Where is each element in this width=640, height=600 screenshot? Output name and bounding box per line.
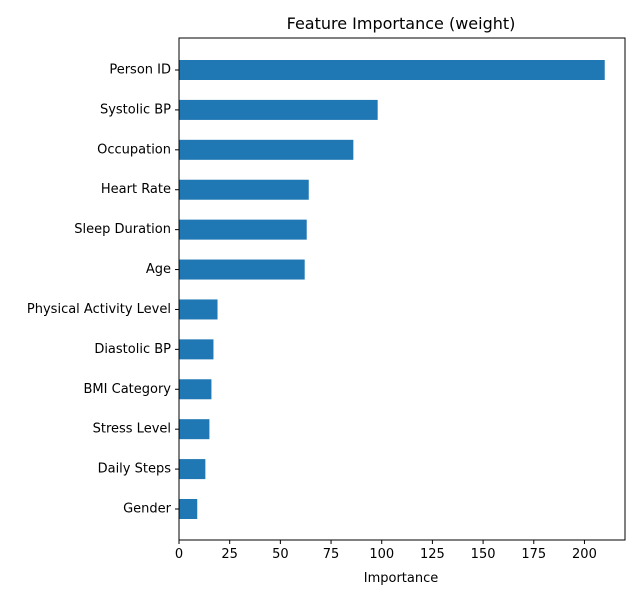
x-axis-ticks: 0 25 50 75 100 125 150 175 200 [175, 540, 597, 562]
x-tick-label-200: 200 [572, 547, 597, 562]
bar-daily-steps [179, 459, 206, 480]
bar-diastolic-bp [179, 339, 214, 360]
bar-bmi-category [179, 379, 212, 400]
x-axis-title: Importance [364, 571, 439, 586]
y-tick-label-age: Age [146, 262, 171, 277]
y-tick-label-physical-activity-level: Physical Activity Level [27, 302, 171, 317]
y-tick-label-person-id: Person ID [109, 63, 171, 78]
y-tick-label-daily-steps: Daily Steps [98, 462, 172, 477]
bar-age [179, 259, 305, 280]
y-tick-label-heart-rate: Heart Rate [101, 182, 171, 197]
x-tick-label-100: 100 [369, 547, 394, 562]
bar-systolic-bp [179, 99, 378, 120]
bar-stress-level [179, 419, 210, 440]
y-tick-label-gender: Gender [123, 502, 172, 517]
y-tick-label-bmi-category: BMI Category [84, 382, 172, 397]
x-tick-label-125: 125 [420, 547, 445, 562]
y-tick-label-systolic-bp: Systolic BP [100, 102, 171, 117]
bar-sleep-duration [179, 219, 307, 240]
x-tick-label-150: 150 [471, 547, 496, 562]
bar-physical-activity-level [179, 299, 218, 320]
bar-heart-rate [179, 179, 309, 200]
x-tick-label-175: 175 [521, 547, 546, 562]
y-tick-label-diastolic-bp: Diastolic BP [94, 342, 171, 357]
y-tick-label-stress-level: Stress Level [93, 422, 171, 437]
x-tick-label-0: 0 [175, 547, 183, 562]
bar-occupation [179, 139, 354, 160]
chart-title: Feature Importance (weight) [287, 14, 516, 33]
bars-layer [179, 60, 605, 519]
y-axis-ticks: Person ID Systolic BP Occupation Heart Rate… [27, 63, 179, 517]
bar-person-id [179, 60, 605, 80]
x-tick-label-50: 50 [272, 547, 289, 562]
plot-frame [178, 37, 626, 541]
x-tick-label-25: 25 [221, 547, 238, 562]
y-tick-label-sleep-duration: Sleep Duration [74, 222, 171, 237]
bar-gender [179, 499, 198, 519]
x-tick-label-75: 75 [323, 547, 340, 562]
y-tick-label-occupation: Occupation [97, 142, 171, 157]
